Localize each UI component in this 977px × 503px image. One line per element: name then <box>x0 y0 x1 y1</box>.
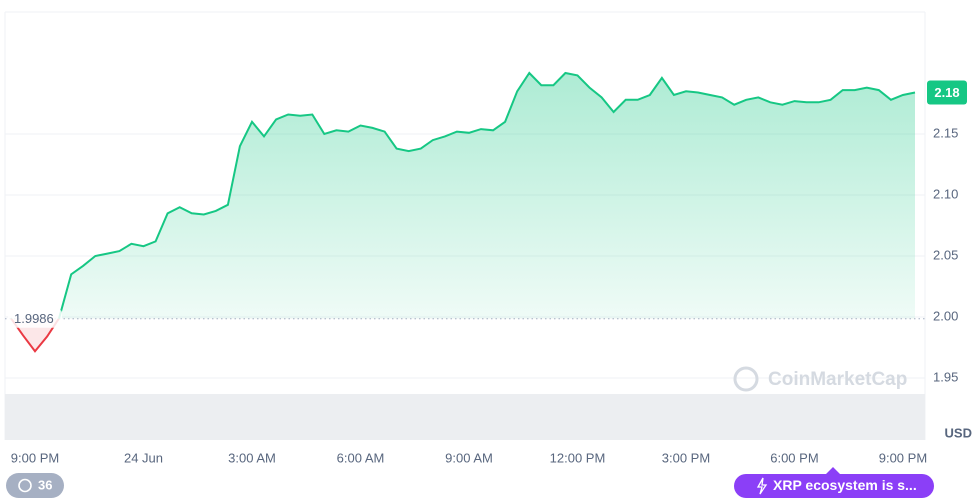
x-tick-label: 3:00 AM <box>228 450 276 465</box>
history-pill[interactable] <box>6 473 64 498</box>
x-tick-label: 6:00 PM <box>770 450 818 465</box>
baseline-label-bg <box>8 309 62 328</box>
watermark-text: CoinMarketCap <box>768 369 907 390</box>
x-tick-label: 3:00 PM <box>662 450 710 465</box>
y-tick-label: 2.05 <box>933 247 958 262</box>
last-price-label: 2.18 <box>934 85 959 100</box>
y-tick-label: 2.10 <box>933 186 958 201</box>
x-tick-label: 9:00 PM <box>11 450 59 465</box>
promo-button[interactable]: XRP ecosystem is s... <box>734 467 934 498</box>
watermark: CoinMarketCap <box>733 366 907 392</box>
x-tick-label: 9:00 AM <box>445 450 493 465</box>
promo-text[interactable]: XRP ecosystem is s... <box>773 477 917 493</box>
history-count[interactable]: 36 <box>38 477 52 492</box>
y-tick-label: 2.15 <box>933 125 958 140</box>
history-icon <box>18 478 32 493</box>
currency-label: USD <box>945 425 972 440</box>
baseline-label: 1.9986 <box>14 311 54 326</box>
price-line-up <box>10 71 916 319</box>
x-tick-label: 24 Jun <box>124 450 163 465</box>
x-tick-label: 9:00 PM <box>879 450 927 465</box>
history-badge[interactable]: 36 <box>6 473 64 498</box>
x-tick-label: 6:00 AM <box>337 450 385 465</box>
volume-band <box>5 394 925 440</box>
y-tick-label: 2.00 <box>933 308 958 323</box>
x-tick-label: 12:00 PM <box>550 450 606 465</box>
promo-pill[interactable] <box>734 467 934 498</box>
last-price-badge <box>927 80 967 105</box>
promo-icon <box>756 477 768 495</box>
y-tick-label: 1.95 <box>933 369 958 384</box>
area-up <box>10 73 915 319</box>
